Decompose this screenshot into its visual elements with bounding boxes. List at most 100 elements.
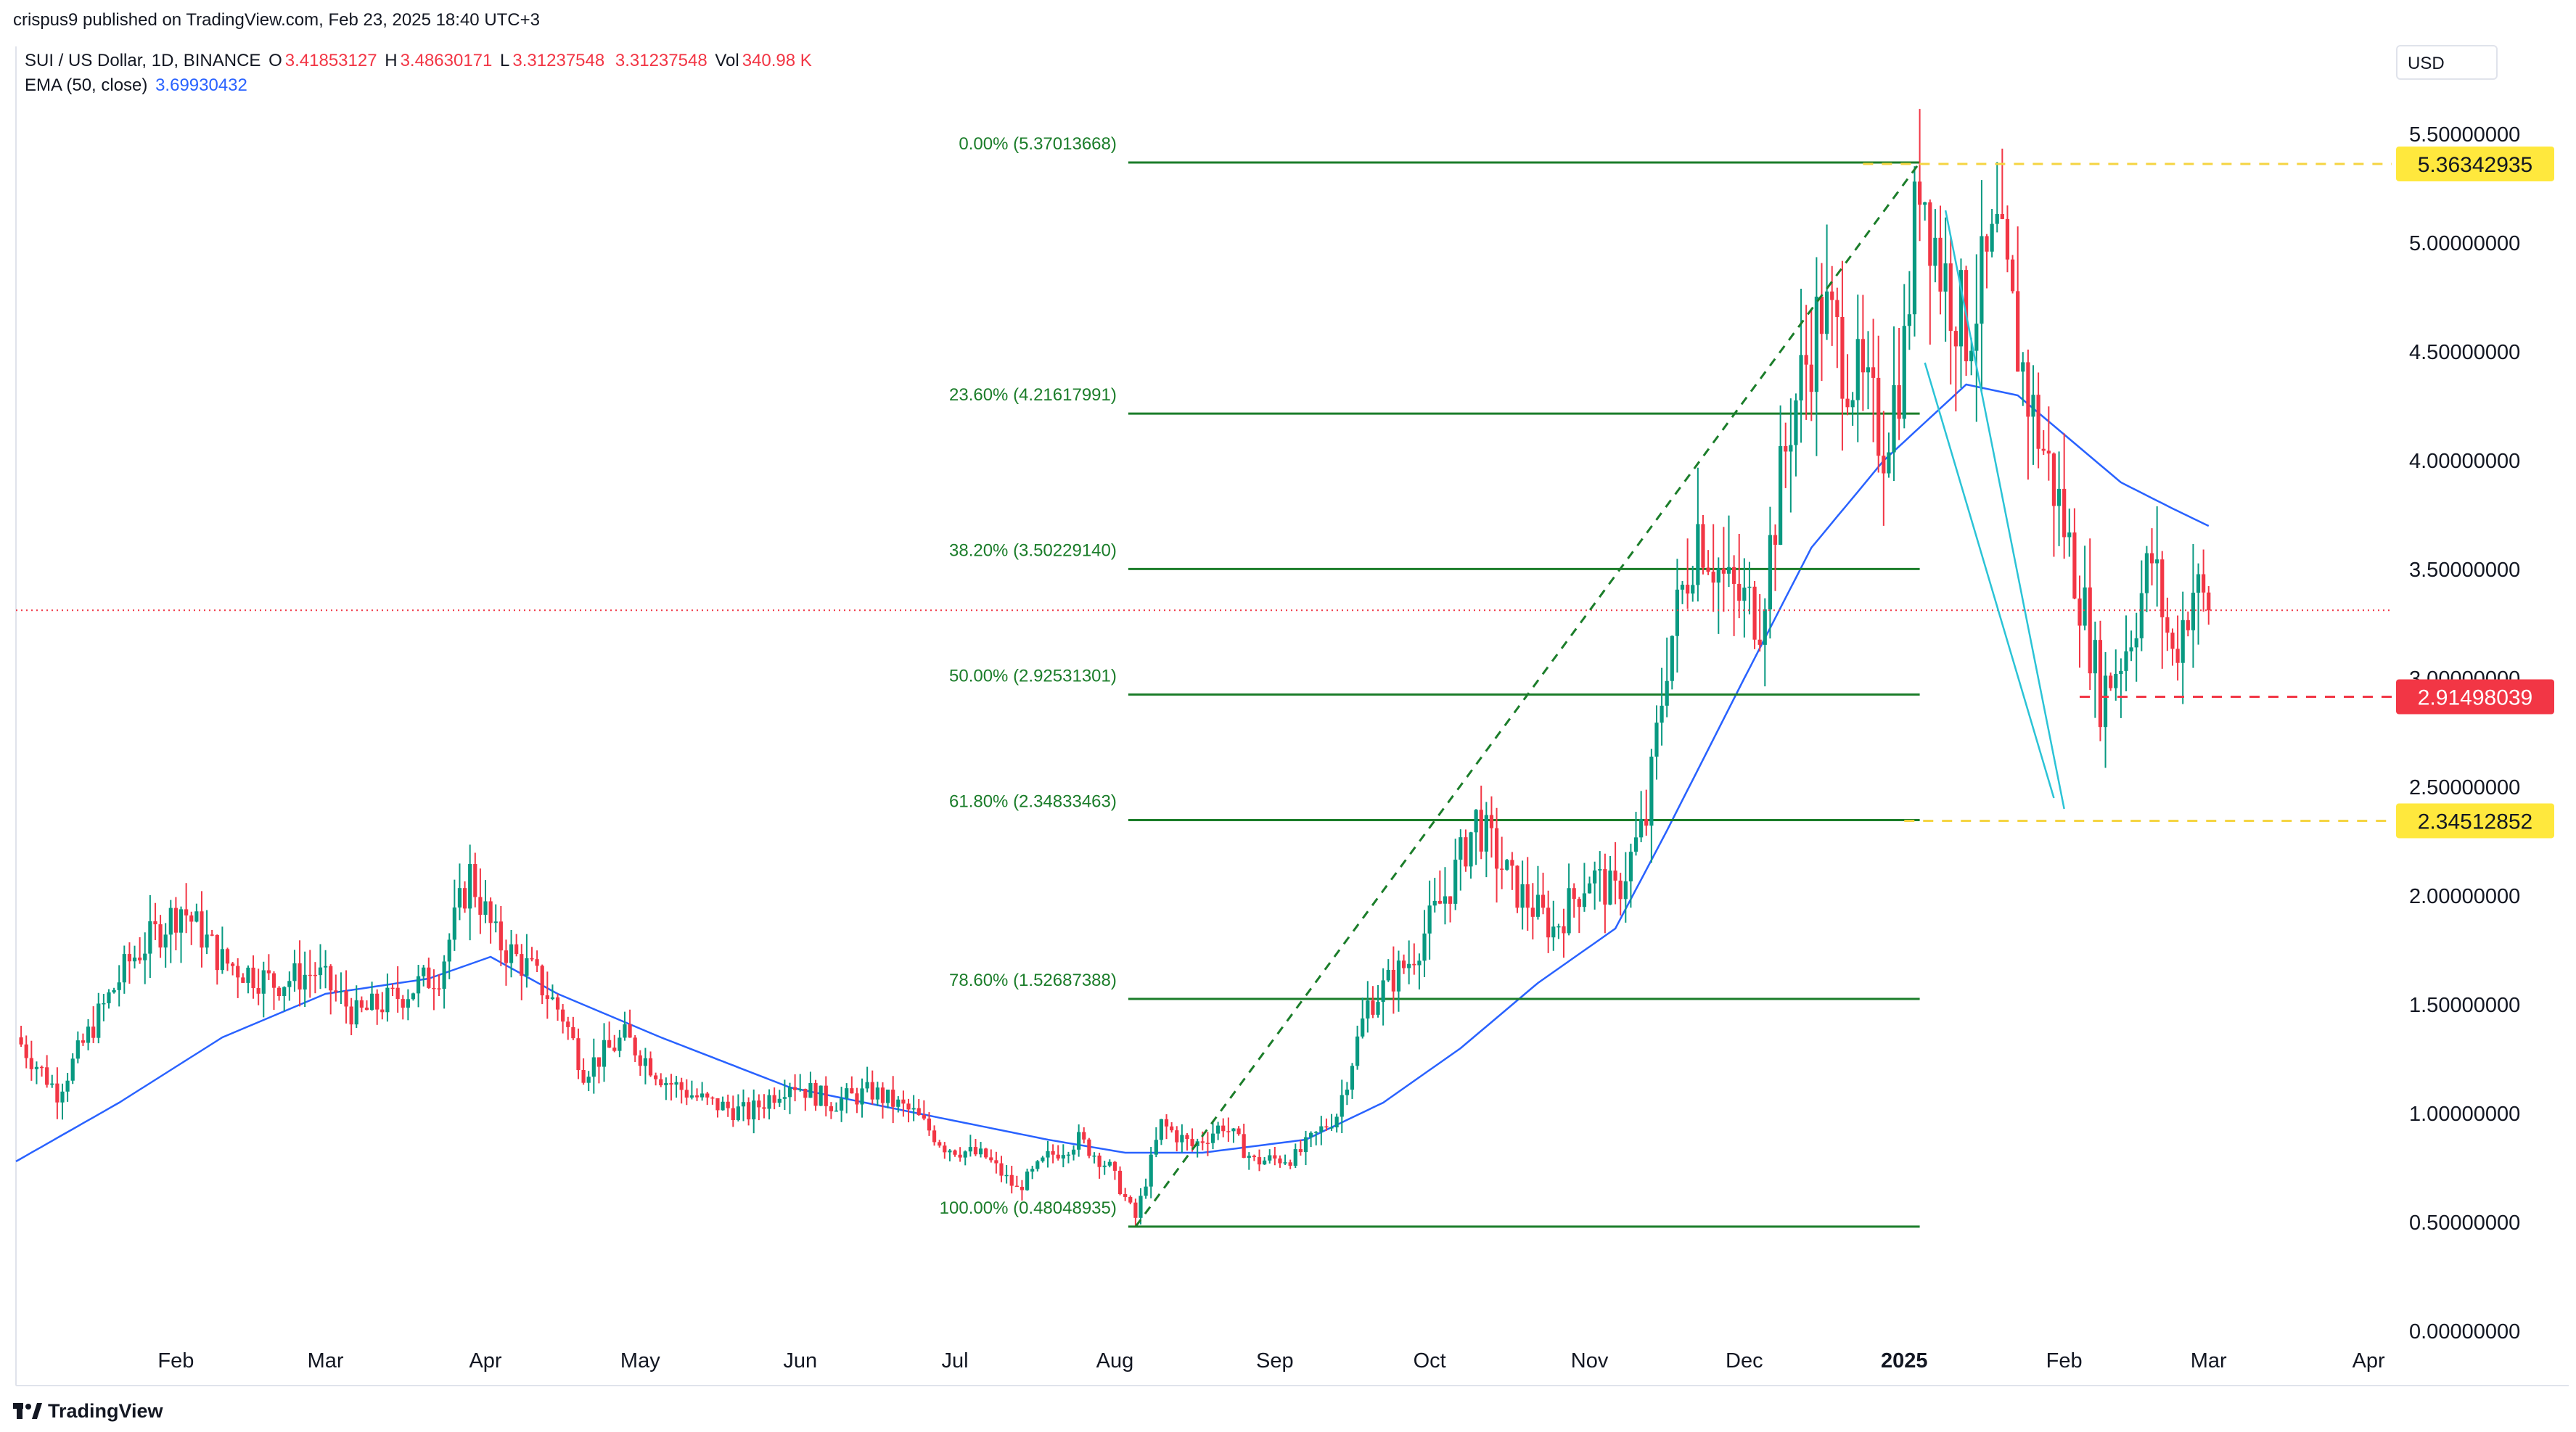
candle-body — [168, 908, 173, 935]
candle-body — [607, 1040, 612, 1048]
candle — [117, 965, 121, 1007]
candle-body — [148, 921, 152, 954]
candle — [1923, 202, 1927, 221]
y-tick-label: 0.50000000 — [2409, 1211, 2520, 1235]
candle-body — [1706, 567, 1710, 572]
candle-body — [2196, 574, 2201, 593]
candle — [1990, 208, 1994, 258]
candle — [850, 1076, 854, 1094]
y-tick-label: 5.50000000 — [2409, 123, 2520, 147]
candle-body — [834, 1110, 839, 1112]
candle-body — [483, 901, 488, 915]
candle-body — [1603, 869, 1607, 905]
candle-body — [1701, 524, 1705, 568]
fib-level-label: 100.00% (0.48048935) — [940, 1198, 1117, 1218]
candle-body — [1422, 933, 1427, 961]
candle — [1948, 237, 1953, 384]
ema-legend[interactable]: EMA (50, close) 3.69930432 — [25, 75, 250, 96]
candle-body — [520, 954, 524, 976]
candle-body — [550, 997, 555, 1000]
candle — [984, 1148, 988, 1159]
candle — [1035, 1160, 1040, 1172]
candle-body — [618, 1037, 622, 1051]
candle-body — [1479, 810, 1483, 852]
candle-body — [571, 1026, 575, 1039]
candle-body — [787, 1087, 792, 1098]
candle — [2114, 649, 2118, 701]
candle-body — [1845, 398, 1850, 408]
candle — [1401, 954, 1406, 974]
candle — [1551, 900, 1556, 951]
candle-body — [91, 1026, 96, 1038]
candle-body — [231, 963, 235, 966]
candle-body — [112, 989, 116, 993]
candle-body — [2119, 670, 2123, 675]
time-axis[interactable]: Feb Mar Apr May Jun Jul Aug Sep Oct Nov Dec 2025 Feb… — [157, 1349, 2385, 1373]
candle-body — [324, 966, 328, 968]
candle — [705, 1092, 710, 1106]
candle — [752, 1089, 756, 1134]
candle-body — [654, 1075, 658, 1079]
candle-body — [1562, 926, 1566, 934]
candle-body — [736, 1106, 740, 1120]
candle-body — [86, 1026, 91, 1043]
candle — [674, 1076, 678, 1098]
candle — [1711, 524, 1715, 612]
ohlc-legend: SUI / US Dollar, 1D, BINANCE O 3.41853127… — [25, 51, 815, 71]
candle — [1985, 234, 1989, 289]
price-axis[interactable]: 5.50000000 5.00000000 4.50000000 4.00000000… — [2409, 123, 2520, 1343]
candle-body — [2186, 620, 2190, 630]
candle — [1530, 883, 1535, 939]
candle-body — [1825, 291, 1829, 334]
candle — [555, 993, 560, 1021]
candle — [173, 897, 179, 951]
candle — [669, 1074, 673, 1100]
candle-body — [1644, 818, 1649, 826]
fib-level-label: 23.60% (4.21617991) — [949, 385, 1117, 405]
candle — [1102, 1161, 1107, 1175]
symbol-title[interactable]: SUI / US Dollar, 1D, BINANCE — [25, 51, 261, 70]
candle — [1649, 749, 1654, 863]
candle-body — [1556, 926, 1561, 928]
candle — [1608, 855, 1612, 905]
candle — [840, 1087, 844, 1122]
candle — [2062, 433, 2067, 559]
candle — [633, 1034, 637, 1062]
candle-body — [674, 1082, 678, 1085]
candle — [1489, 796, 1494, 858]
candle-body — [1814, 296, 1818, 392]
candle-body — [1907, 314, 1911, 326]
candle-body — [60, 1091, 65, 1103]
candle-body — [1500, 868, 1504, 870]
candle-body — [659, 1079, 663, 1086]
candle — [499, 905, 503, 966]
candle — [803, 1088, 808, 1111]
price-badge — [2396, 803, 2554, 839]
candle — [2005, 205, 2010, 273]
candle — [1159, 1119, 1164, 1145]
candle — [1009, 1166, 1014, 1194]
candle-body — [1546, 908, 1551, 938]
candle-body — [1974, 324, 1979, 351]
candle-body — [1933, 237, 1937, 266]
candle — [277, 986, 282, 1001]
candle-body — [1587, 883, 1592, 894]
candle-body — [901, 1099, 906, 1104]
candle-body — [1061, 1155, 1065, 1159]
candle-body — [747, 1102, 751, 1120]
candle-body — [1757, 639, 1762, 645]
currency-button[interactable]: USD — [2396, 45, 2498, 80]
candle — [1933, 209, 1937, 283]
candle-body — [39, 1066, 44, 1069]
candle-body — [173, 908, 179, 933]
candle — [747, 1097, 751, 1126]
candle-body — [2175, 649, 2180, 663]
candle — [1752, 580, 1757, 649]
candle-body — [2051, 453, 2056, 506]
candle-body — [581, 1069, 586, 1083]
candle-body — [2026, 362, 2030, 417]
y-tick-label: 1.00000000 — [2409, 1103, 2520, 1126]
candle-body — [715, 1098, 720, 1111]
tradingview-logo[interactable]: TradingView — [13, 1400, 163, 1423]
